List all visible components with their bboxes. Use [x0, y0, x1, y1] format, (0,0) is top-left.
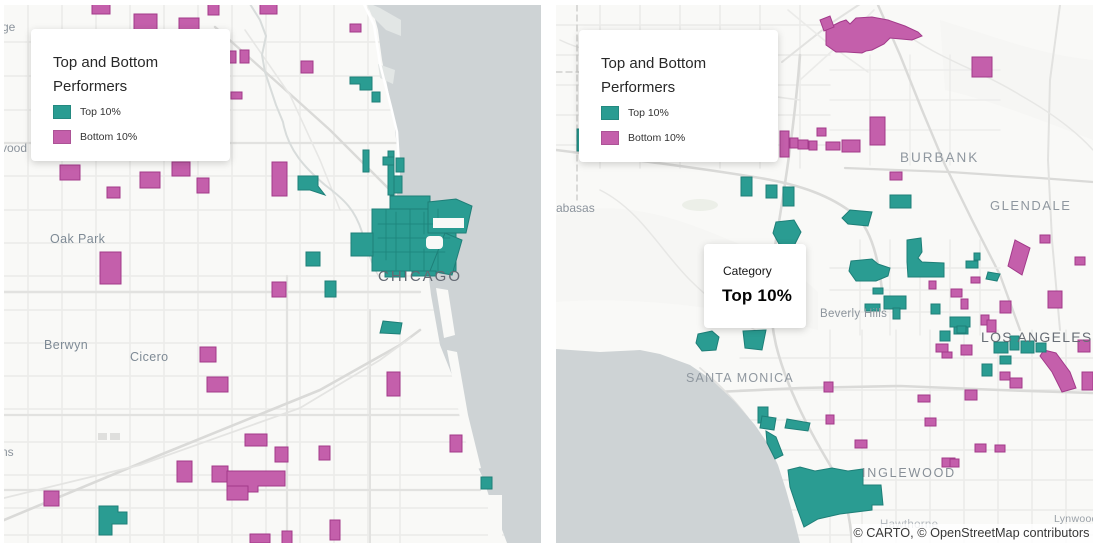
svg-text:SANTA MONICA: SANTA MONICA	[686, 371, 794, 385]
svg-text:GLENDALE: GLENDALE	[990, 198, 1071, 213]
svg-text:abasas: abasas	[556, 201, 595, 215]
svg-text:Berwyn: Berwyn	[44, 338, 88, 352]
svg-text:Cicero: Cicero	[130, 350, 169, 364]
svg-text:vood: vood	[1, 141, 27, 155]
svg-text:ge: ge	[2, 20, 16, 34]
svg-text:BURBANK: BURBANK	[900, 150, 979, 165]
svg-text:Oak Park: Oak Park	[50, 232, 106, 246]
svg-text:CHICAGO: CHICAGO	[378, 268, 462, 285]
svg-text:INGLEWOOD: INGLEWOOD	[862, 466, 956, 480]
svg-text:LOS ANGELES: LOS ANGELES	[981, 329, 1093, 345]
svg-text:Beverly Hills: Beverly Hills	[820, 308, 887, 320]
svg-text:ns: ns	[1, 445, 14, 459]
svg-text:Lynwood: Lynwood	[1054, 513, 1098, 525]
